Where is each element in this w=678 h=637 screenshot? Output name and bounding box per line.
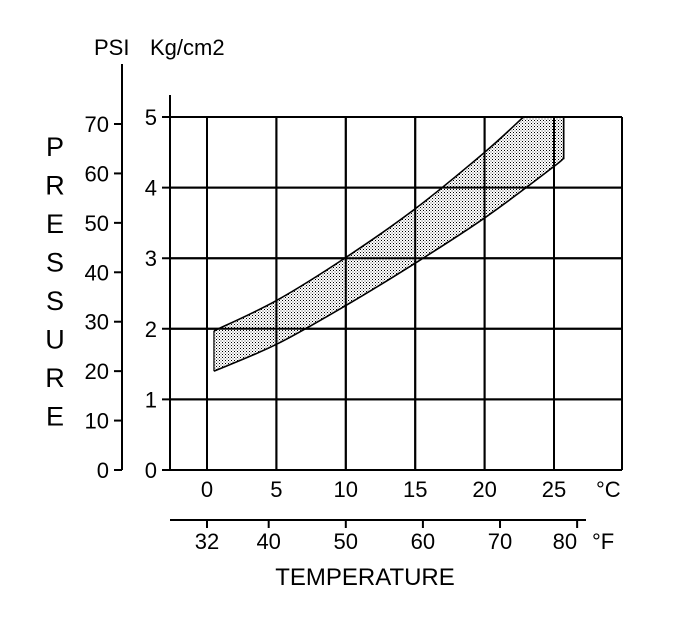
temperature-axis-title: TEMPERATURE <box>275 564 455 591</box>
fahrenheit-tick-label: 80 <box>553 529 577 554</box>
pressure-letter: R <box>45 171 65 201</box>
celsius-tick-label: 25 <box>542 477 566 502</box>
pressure-band-fill <box>213 117 564 372</box>
psi-tick-label: 40 <box>85 260 109 285</box>
psi-tick-label: 10 <box>85 409 109 434</box>
kg-tick-label: 0 <box>145 458 157 483</box>
pressure-letter: E <box>46 402 64 432</box>
kg-tick-label: 4 <box>145 176 157 201</box>
celsius-tick-label: 10 <box>334 477 358 502</box>
psi-tick-label: 60 <box>85 161 109 186</box>
celsius-axis: 0 5 10 15 20 25 <box>201 477 566 502</box>
psi-unit-label: PSI <box>94 35 129 60</box>
psi-tick-label: 0 <box>97 458 109 483</box>
psi-tick-label: 70 <box>85 112 109 137</box>
psi-tick-label: 50 <box>85 211 109 236</box>
psi-tick-label: 30 <box>85 310 109 335</box>
kg-unit-label: Kg/cm2 <box>150 35 225 60</box>
fahrenheit-tick-label: 60 <box>411 529 435 554</box>
pressure-letter: U <box>45 325 65 355</box>
band-gridlines <box>170 116 622 470</box>
celsius-tick-label: 15 <box>403 477 427 502</box>
lower-pressure-curve <box>213 156 565 372</box>
fahrenheit-tick-label: 40 <box>256 529 280 554</box>
kg-tick-label: 2 <box>145 317 157 342</box>
pressure-letter: E <box>46 209 64 239</box>
upper-pressure-curve <box>213 116 524 332</box>
fahrenheit-axis: 32 40 50 60 70 80 <box>170 519 586 554</box>
fahrenheit-tick-label: 70 <box>488 529 512 554</box>
celsius-unit-label: °C <box>596 477 621 502</box>
pressure-letter: R <box>45 363 65 393</box>
pressure-letter: S <box>46 286 64 316</box>
celsius-tick-label: 0 <box>201 477 213 502</box>
celsius-tick-label: 5 <box>270 477 282 502</box>
kg-tick-label: 1 <box>145 387 157 412</box>
kg-tick-label: 5 <box>145 105 157 130</box>
fahrenheit-tick-label: 32 <box>195 529 219 554</box>
psi-axis: 70 60 50 40 30 20 10 0 <box>85 64 123 483</box>
pressure-letter: P <box>46 132 64 162</box>
celsius-tick-label: 20 <box>472 477 496 502</box>
fahrenheit-unit-label: °F <box>592 529 614 554</box>
fahrenheit-tick-label: 50 <box>334 529 358 554</box>
pressure-letter: S <box>46 248 64 278</box>
kg-tick-label: 3 <box>145 246 157 271</box>
psi-tick-label: 20 <box>85 359 109 384</box>
